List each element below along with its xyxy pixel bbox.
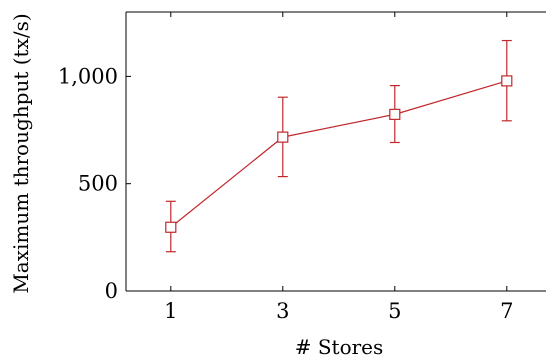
- data-point-marker: [389, 108, 401, 120]
- x-tick-label: 3: [276, 299, 289, 323]
- data-point-marker: [165, 221, 177, 233]
- data-point-marker: [277, 131, 289, 143]
- data-point-marker: [501, 75, 513, 87]
- series-layer: [165, 39, 513, 253]
- x-axis-label: # Stores: [295, 335, 384, 359]
- y-tick-label: 1,000: [58, 64, 118, 88]
- y-axis-label: Maximum throughput (tx/s): [9, 13, 33, 293]
- x-tick-label: 7: [500, 299, 513, 323]
- series-line: [170, 80, 507, 228]
- axes: [125, 11, 546, 292]
- x-tick-label: 1: [164, 299, 177, 323]
- labels: 1 3 5 7 0 500 1,000 # Stores Maximum throughput …: [9, 13, 513, 359]
- x-tick-label: 5: [388, 299, 401, 323]
- y-tick-label: 0: [105, 279, 118, 303]
- y-tick-label: 500: [78, 172, 118, 196]
